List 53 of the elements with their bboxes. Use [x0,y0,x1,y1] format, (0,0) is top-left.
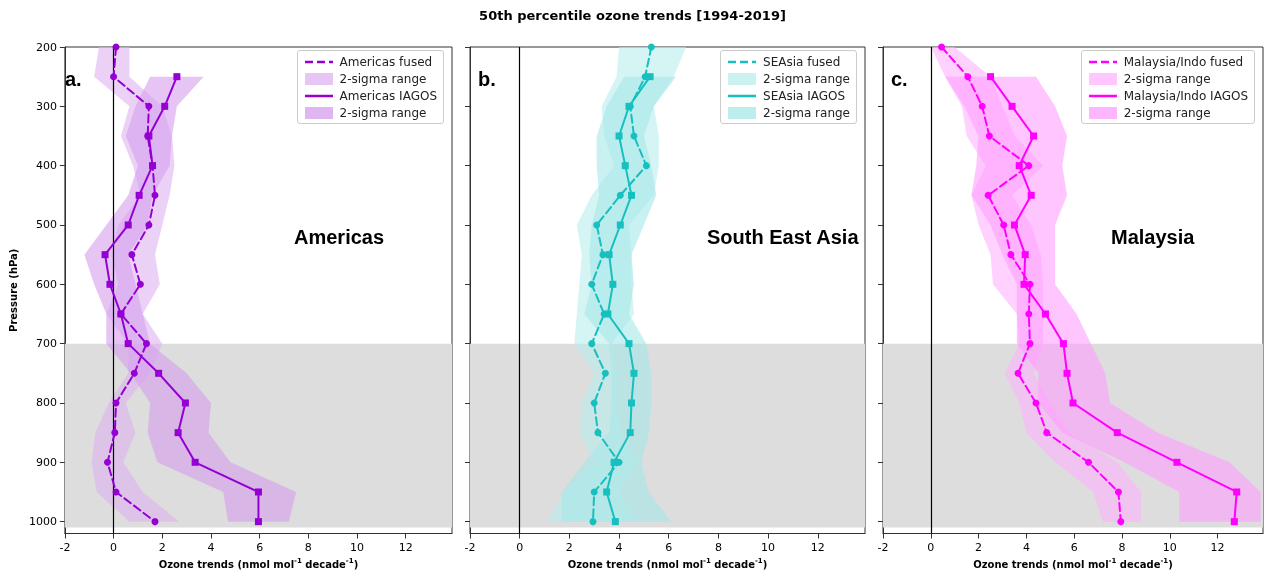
x-tick-label: 8 [1118,540,1126,554]
y-tick-label: 600 [35,277,57,291]
y-tick-label: 900 [35,455,57,469]
annotation: 2-sigma range [339,71,427,86]
x-tick-label: -2 [464,540,476,554]
annotation: 2-sigma range [763,105,850,120]
x-tick-label: 2 [975,540,983,554]
x-tick-label: 6 [665,540,673,554]
annotation: South East Asia [707,226,860,248]
x-tick-label: 0 [927,540,935,554]
x-tick-label: 10 [1162,540,1177,554]
y-tick-label: 700 [35,337,57,351]
y-tick-label: 400 [35,159,57,173]
x-tick-label: 6 [256,540,264,554]
x-tick-label: 4 [615,540,623,554]
x-tick-label: 2 [565,540,573,554]
x-tick-label: 12 [398,540,413,554]
legend-label: Malaysia/Indo IAGOS [1123,88,1248,103]
annotation: 2-sigma range [1123,71,1211,86]
annotation: b. [478,68,496,90]
annotation: 2-sigma range [1123,105,1211,120]
legend-label: SEAsia fused [763,54,841,69]
x-tick-label: 2 [158,540,166,554]
x-tick-label: 8 [714,540,722,554]
x-tick-label: 0 [110,540,118,554]
annotation: Americas [294,226,385,248]
x-tick-label: 12 [810,540,825,554]
x-tick-label: 4 [207,540,215,554]
x-tick-label: -2 [59,540,71,554]
legend-label: Americas fused [339,54,433,69]
x-tick-label: -2 [877,540,889,554]
x-tick-label: 12 [1210,540,1225,554]
x-tick-label: 8 [304,540,312,554]
y-tick-label: 300 [35,99,57,113]
x-tick-label: 10 [761,540,776,554]
x-tick-label: 10 [350,540,365,554]
annotation: a. [65,68,82,90]
legend-label: Malaysia/Indo fused [1123,54,1244,69]
y-tick-label: 500 [35,218,57,232]
annotation: 2-sigma range [763,71,850,86]
y-tick-label: 1000 [28,515,57,529]
y-tick-label: 800 [35,396,57,410]
x-tick-label: 6 [1070,540,1078,554]
annotation: Malaysia [1111,226,1196,248]
legend-label: SEAsia IAGOS [763,88,846,103]
x-tick-label: 0 [516,540,524,554]
chart-title: 50th percentile ozone trends [1994-2019] [478,8,787,23]
y-tick-label: 200 [35,40,57,54]
annotation: c. [891,68,908,90]
annotation: 2-sigma range [339,105,427,120]
x-tick-label: 4 [1022,540,1030,554]
legend-label: Americas IAGOS [339,88,437,103]
y-axis-title: Pressure (hPa) [7,248,19,332]
